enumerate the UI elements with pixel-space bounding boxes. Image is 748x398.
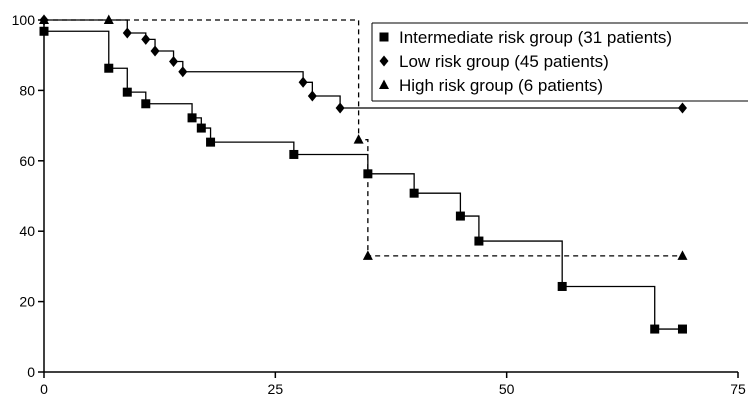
y-tick-label-60: 60 bbox=[19, 153, 35, 169]
legend-marker-1 bbox=[379, 55, 389, 67]
axes: 0 25 50 75 0 20 40 60 80 100 bbox=[12, 12, 746, 397]
y-tick-label-100: 100 bbox=[12, 12, 36, 28]
series-1-point-1 bbox=[122, 27, 132, 39]
series-1-point-4 bbox=[169, 56, 179, 68]
series-line-0 bbox=[44, 30, 683, 330]
x-tick-label-25: 25 bbox=[268, 381, 284, 397]
series-0-point-3 bbox=[141, 99, 151, 109]
legend-marker-2 bbox=[379, 79, 389, 89]
series-0-point-4 bbox=[187, 113, 197, 123]
series-1-point-5 bbox=[178, 66, 188, 78]
y-tick-label-0: 0 bbox=[27, 364, 35, 380]
markers bbox=[39, 14, 688, 334]
legend-label-2: High risk group (6 patients) bbox=[399, 76, 603, 95]
series-0-point-14 bbox=[677, 324, 687, 334]
series-0-point-12 bbox=[557, 281, 567, 291]
series-1-point-3 bbox=[150, 45, 160, 57]
series-0-point-8 bbox=[363, 169, 373, 179]
x-tick-label-50: 50 bbox=[499, 381, 515, 397]
x-tick-label-0: 0 bbox=[40, 381, 48, 397]
series-1-point-6 bbox=[298, 76, 308, 88]
series-0-point-5 bbox=[196, 123, 206, 133]
y-tick-label-40: 40 bbox=[19, 223, 35, 239]
series-2-point-4 bbox=[677, 250, 688, 260]
series-0-point-13 bbox=[650, 324, 660, 334]
series-0-point-11 bbox=[474, 236, 484, 246]
series-0-point-2 bbox=[122, 87, 132, 97]
series-line-1 bbox=[44, 19, 683, 109]
series-2-point-1 bbox=[103, 14, 114, 24]
y-tick-label-20: 20 bbox=[19, 294, 35, 310]
legend-box bbox=[372, 23, 748, 101]
series-0-point-9 bbox=[409, 188, 419, 198]
series-2-point-3 bbox=[362, 250, 373, 260]
series-1-point-8 bbox=[335, 102, 345, 114]
x-tick-label-75: 75 bbox=[730, 381, 746, 397]
series-0-point-10 bbox=[455, 211, 465, 221]
series-2-point-2 bbox=[353, 134, 364, 144]
series-1-point-9 bbox=[677, 102, 687, 114]
series-0-point-6 bbox=[206, 137, 216, 147]
series-0-point-0 bbox=[39, 26, 49, 36]
series-1-point-7 bbox=[307, 90, 317, 102]
series-0-point-7 bbox=[289, 149, 299, 159]
legend-label-0: Intermediate risk group (31 patients) bbox=[399, 28, 672, 47]
legend: Intermediate risk group (31 patients) Low… bbox=[371, 22, 748, 102]
series-1-point-2 bbox=[141, 33, 151, 45]
series-2-point-0 bbox=[39, 14, 49, 24]
y-tick-label-80: 80 bbox=[19, 82, 35, 98]
series-0-point-1 bbox=[104, 63, 114, 73]
legend-label-1: Low risk group (45 patients) bbox=[399, 52, 609, 71]
legend-marker-0 bbox=[379, 32, 389, 42]
